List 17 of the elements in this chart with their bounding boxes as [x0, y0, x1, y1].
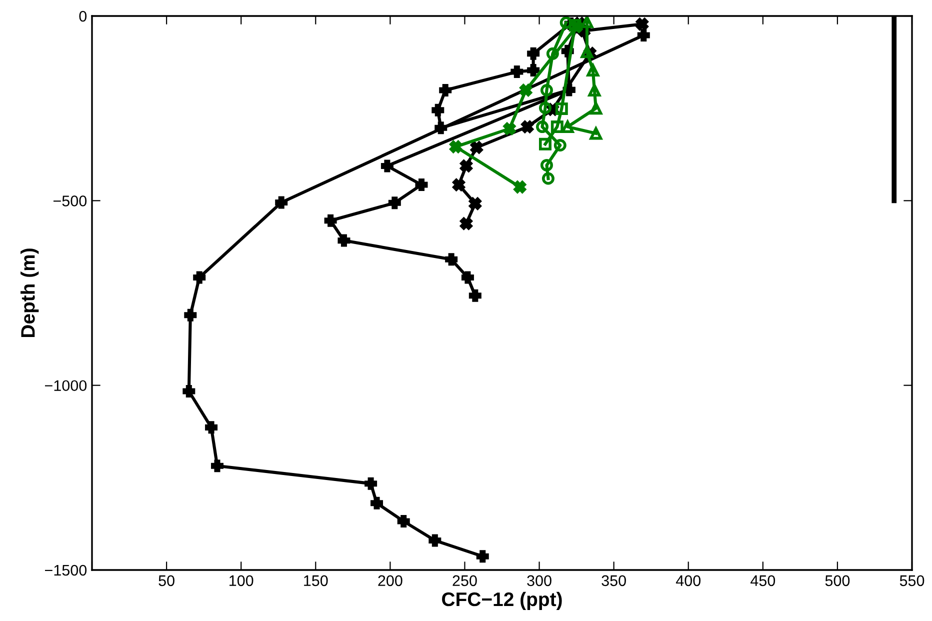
y-tick-label: −500: [53, 196, 87, 206]
x-tick-label: 250: [452, 575, 477, 586]
y-tick-label: 0: [79, 10, 87, 22]
x-tick-label: 500: [825, 575, 850, 586]
x-tick-label: 200: [378, 575, 402, 586]
x-tick-label: 450: [750, 575, 776, 586]
x-axis-title: CFC−12 (ppt): [442, 592, 562, 610]
y-tick-label: −1000: [44, 380, 87, 392]
x-tick-label: 400: [676, 575, 701, 586]
x-tick-label: 300: [527, 575, 552, 586]
x-tick-label: 550: [900, 575, 924, 586]
y-tick-label: −1500: [44, 564, 87, 576]
x-tick-label: 350: [602, 575, 626, 586]
y-axis-title: Depth (m): [20, 248, 39, 338]
x-tick-label: 150: [304, 575, 328, 586]
x-tick-label: 50: [158, 575, 174, 586]
x-tick-label: 100: [230, 575, 254, 586]
